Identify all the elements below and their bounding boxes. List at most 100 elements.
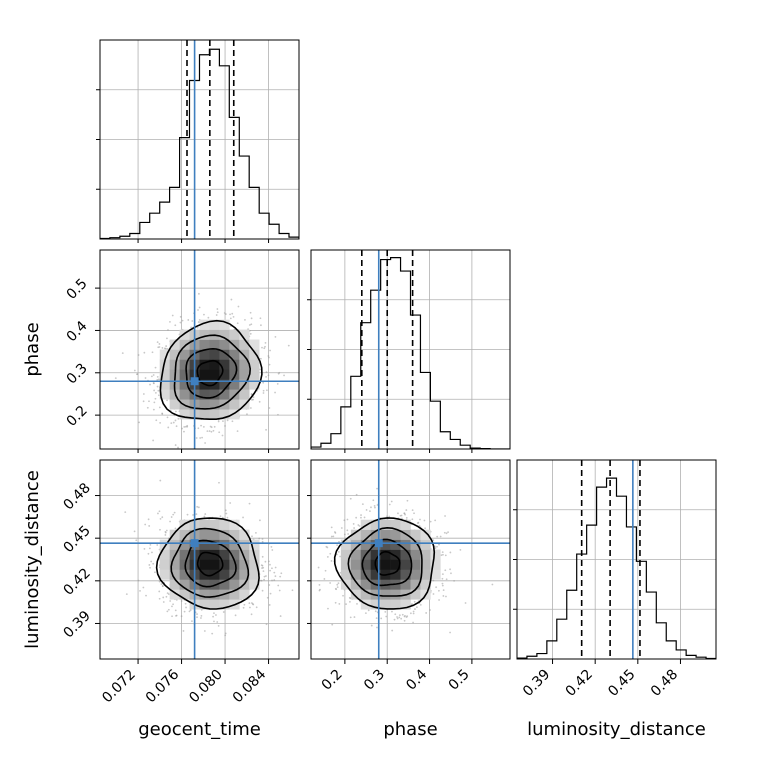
sample-point: [400, 617, 403, 620]
sample-point: [167, 329, 169, 331]
sample-point: [167, 426, 170, 429]
density-cell: [410, 549, 421, 560]
sample-point: [224, 634, 227, 637]
density-cell: [239, 389, 250, 400]
sample-point: [234, 614, 237, 617]
sample-point: [224, 509, 227, 512]
sample-point: [148, 564, 151, 566]
panel-frame: [516, 459, 717, 660]
sample-point: [201, 436, 203, 439]
density-cell: [219, 319, 230, 330]
sample-point: [260, 357, 262, 360]
sample-point: [438, 543, 440, 546]
sample-point: [278, 589, 281, 592]
histogram-steps: [100, 48, 299, 239]
sample-point: [158, 346, 161, 348]
sample-point: [183, 610, 186, 613]
density-cell: [239, 559, 250, 570]
sample-point: [338, 540, 340, 543]
sample-point: [150, 560, 153, 563]
sample-point: [403, 619, 406, 622]
sample-point: [184, 425, 187, 428]
y-tick-label-phase: 0.3: [64, 360, 91, 387]
sample-point: [365, 509, 368, 511]
sample-point: [339, 555, 341, 558]
sample-point: [152, 439, 155, 442]
density-cell: [400, 519, 411, 530]
sample-point: [165, 595, 168, 598]
sample-point: [394, 613, 397, 616]
sample-point: [162, 596, 165, 599]
sample-point: [172, 603, 174, 606]
panel-frame: [99, 459, 300, 660]
sample-point: [237, 305, 240, 308]
histogram-steps: [517, 477, 716, 659]
sample-point: [154, 397, 157, 400]
sample-point: [148, 525, 151, 527]
sample-point: [396, 616, 398, 618]
sample-point: [222, 420, 224, 423]
density-cell: [199, 529, 210, 540]
sample-point: [153, 401, 156, 404]
x-tick-label-luminosity_distance: 0.48: [648, 667, 681, 700]
sample-point: [159, 528, 161, 531]
density-cell: [380, 549, 391, 560]
sample-point: [265, 623, 268, 626]
density-cell: [229, 369, 240, 380]
sample-point: [269, 349, 271, 352]
sample-point: [419, 518, 421, 521]
density-cell: [229, 409, 240, 420]
sample-point: [161, 347, 164, 349]
sample-point: [242, 606, 245, 609]
sample-point: [264, 560, 267, 563]
density-cell: [179, 359, 190, 370]
density-panel-content: [311, 460, 510, 659]
sample-point: [442, 553, 444, 556]
density-cell: [179, 529, 190, 540]
sample-point: [198, 292, 200, 295]
sample-point: [160, 583, 163, 585]
sample-point: [174, 419, 177, 422]
density-cell: [219, 389, 230, 400]
density-cell: [400, 569, 411, 580]
sample-point: [151, 351, 154, 354]
sample-point: [331, 623, 334, 626]
sample-point: [449, 631, 451, 634]
sample-point: [226, 419, 229, 422]
sample-point: [203, 515, 206, 518]
density-cell: [380, 589, 391, 600]
density-cell: [169, 359, 180, 370]
sample-point: [413, 600, 416, 603]
sample-point: [219, 515, 222, 518]
sample-point: [364, 612, 367, 615]
sample-point: [244, 318, 246, 321]
sample-point: [264, 345, 266, 348]
sample-point: [443, 531, 446, 534]
density-cell: [159, 359, 170, 370]
contour-level: [173, 334, 252, 410]
density-cell: [350, 559, 362, 570]
sample-point: [440, 554, 443, 557]
sample-point: [175, 410, 177, 413]
sample-point: [414, 608, 416, 610]
sample-point: [373, 504, 376, 507]
sample-point: [271, 567, 273, 570]
sample-point: [213, 612, 215, 615]
sample-point: [192, 514, 194, 516]
sample-point: [268, 584, 271, 586]
density-cell: [430, 569, 441, 580]
density-cell: [430, 559, 441, 570]
y-tick-label-phase: 0.2: [64, 403, 91, 430]
sample-point: [133, 530, 136, 533]
sample-point: [411, 509, 414, 512]
density-cell: [340, 559, 352, 570]
sample-point: [158, 343, 161, 345]
sample-point: [280, 572, 283, 575]
sample-point: [167, 608, 170, 611]
sample-point: [156, 385, 159, 388]
y-tick-label-luminosity_distance: 0.48: [60, 480, 93, 513]
density-cell: [219, 359, 230, 370]
sample-point: [412, 612, 415, 615]
sample-point: [291, 589, 294, 592]
sample-point: [145, 594, 147, 597]
